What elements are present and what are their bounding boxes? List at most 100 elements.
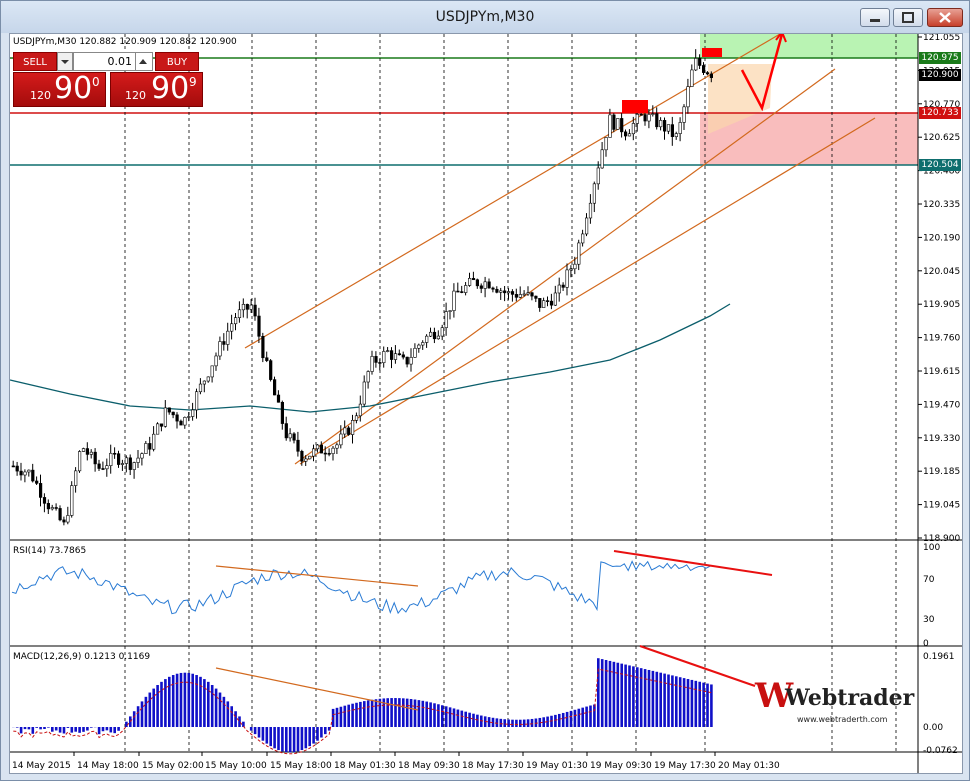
candle-body [343, 427, 347, 435]
chevron-up-icon [139, 59, 147, 64]
sell-button[interactable]: SELL [13, 52, 57, 71]
candle-body [347, 427, 351, 435]
macd-bar [199, 676, 202, 727]
macd-bar [370, 699, 374, 727]
macd-bar [140, 701, 144, 727]
candle-body [467, 278, 472, 286]
macd-bar [667, 674, 670, 727]
candle-body [70, 485, 74, 516]
candle-body [237, 309, 242, 318]
macd-bar [70, 727, 74, 733]
candle-body [124, 457, 128, 464]
chart-area[interactable]: 121.055120.915120.770120.625120.480120.3… [9, 33, 963, 774]
forecast-arrowhead [775, 34, 787, 43]
macd-tick-label: 0.1961 [923, 652, 955, 662]
candle-body [222, 341, 226, 345]
buy-button[interactable]: BUY [155, 52, 199, 71]
macd-bar [495, 718, 499, 727]
price-tick-label: 119.760 [923, 334, 960, 344]
candle-body [487, 281, 491, 289]
candle-body [366, 371, 370, 383]
candle-body [284, 423, 288, 439]
macd-bar [433, 703, 436, 727]
macd-bar [257, 727, 261, 738]
macd-bar [464, 711, 467, 727]
macd-bar [31, 727, 35, 734]
macd-tick-label: 0.00 [923, 723, 943, 733]
candle-body [491, 287, 495, 290]
candle-body [105, 465, 109, 470]
candle-body [588, 202, 593, 219]
macd-bar [425, 701, 428, 727]
macd-bar [417, 700, 421, 727]
macd-bar [335, 707, 339, 727]
macd-bar [234, 711, 237, 727]
macd-bar [600, 659, 604, 727]
candle-body [163, 407, 168, 427]
macd-bar [620, 663, 623, 727]
candle-body [464, 285, 468, 293]
green-zone [700, 34, 918, 58]
time-tick-label: 18 May 09:30 [398, 761, 460, 771]
time-tick-label: 19 May 17:30 [654, 761, 716, 771]
candle-body [694, 58, 698, 71]
macd-bar [238, 716, 241, 727]
candle-body [327, 453, 331, 455]
candle-body [623, 131, 628, 137]
buy-price-box[interactable]: 120 90 9 [110, 71, 203, 107]
candle-body [214, 355, 218, 367]
macd-bar [480, 715, 483, 727]
rsi-label: RSI(14) 73.7865 [13, 546, 87, 556]
chevron-down-icon [61, 60, 69, 64]
candle-body [136, 457, 140, 463]
price-marker-label: 120.900 [919, 69, 961, 81]
macd-bar [554, 714, 557, 727]
candle-body [311, 448, 316, 457]
candle-body [50, 507, 54, 510]
macd-bar [273, 727, 276, 749]
macd-bar [109, 727, 113, 733]
candle-body [627, 133, 632, 137]
close-button[interactable] [927, 8, 963, 27]
candle-body [596, 167, 600, 185]
macd-bar [519, 719, 522, 727]
macd-bar [710, 684, 713, 727]
macd-bar [624, 664, 627, 727]
candle-body [27, 469, 31, 473]
candle-body [362, 381, 366, 405]
candle-body [66, 515, 70, 523]
time-tick-label: 19 May 09:30 [590, 761, 652, 771]
macd-bar [686, 679, 690, 727]
macd-bar [382, 698, 386, 727]
sell-price-box[interactable]: 120 90 0 [13, 71, 106, 107]
macd-bar [168, 676, 171, 727]
macd-bar [312, 727, 315, 744]
candle-body [670, 124, 674, 137]
maximize-button[interactable] [893, 8, 923, 27]
candle-body [167, 407, 171, 413]
close-icon [939, 12, 951, 23]
candle-body [253, 304, 257, 317]
lot-up-button[interactable] [135, 53, 152, 70]
candle-body [518, 294, 522, 298]
macd-bar [265, 727, 269, 744]
candle-body [315, 444, 320, 450]
macd-bar [105, 727, 109, 731]
candle-body [183, 417, 187, 426]
candle-body [522, 293, 526, 296]
lot-size-input[interactable]: 0.01 [73, 52, 153, 71]
candle-body [171, 411, 175, 416]
macd-bar [429, 702, 432, 727]
minimize-button[interactable] [860, 8, 890, 27]
candle-body [179, 420, 183, 426]
lot-dropdown-button[interactable] [57, 52, 73, 71]
candle-body [538, 298, 542, 308]
candle-body [643, 114, 647, 122]
time-tick-label: 15 May 18:00 [270, 761, 332, 771]
candle-body [81, 448, 86, 452]
macd-bar [316, 727, 319, 741]
title-bar[interactable]: USDJPYm,M30 [1, 1, 969, 33]
candle-body [600, 149, 604, 169]
high-marker-1 [622, 100, 648, 113]
candle-body [561, 284, 565, 288]
